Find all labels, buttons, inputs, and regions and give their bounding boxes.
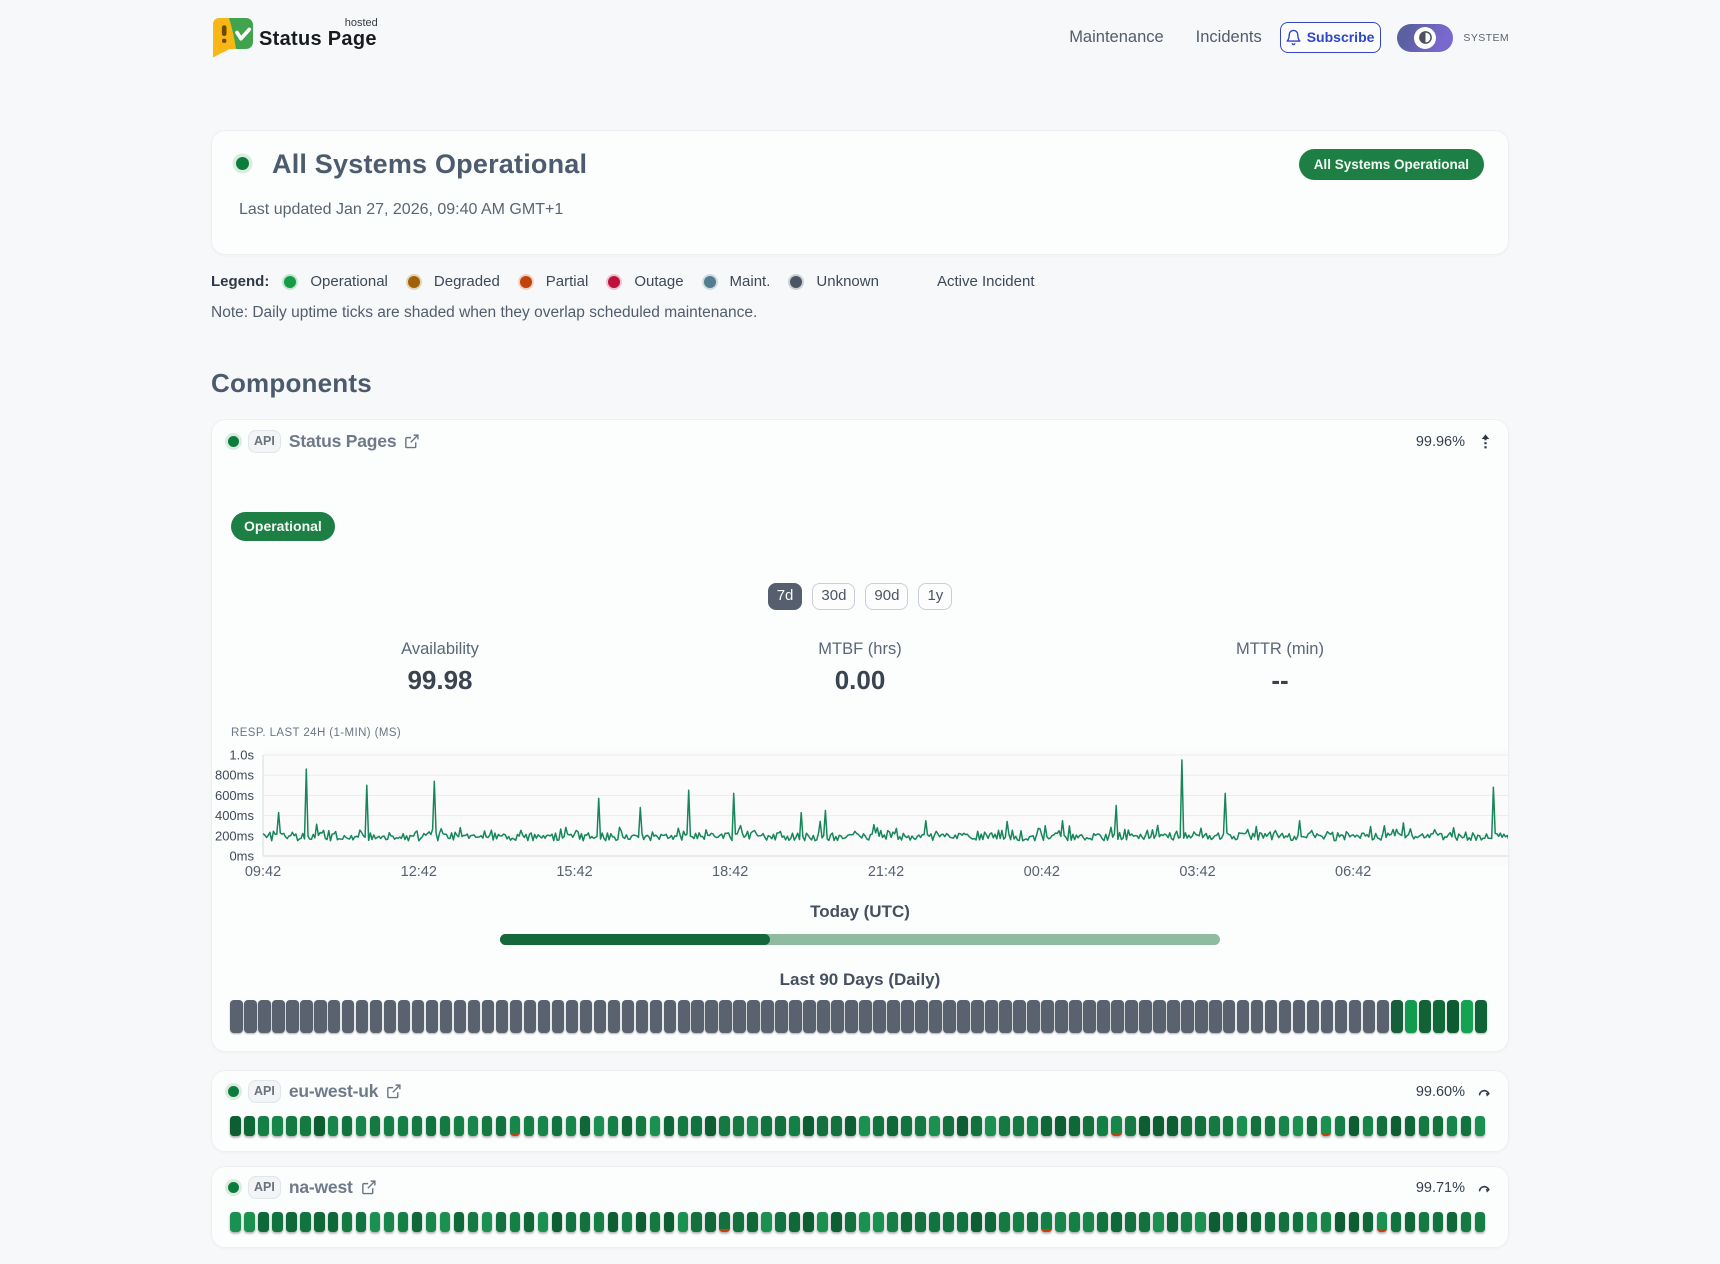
svg-text:800ms: 800ms [215,768,255,783]
svg-text:15:42: 15:42 [556,864,592,880]
svg-text:1.0s: 1.0s [229,748,254,763]
svg-text:200ms: 200ms [215,828,255,843]
svg-text:600ms: 600ms [215,788,255,803]
svg-text:400ms: 400ms [215,808,255,823]
svg-text:00:42: 00:42 [1024,864,1060,880]
svg-text:03:42: 03:42 [1179,864,1215,880]
svg-text:0ms: 0ms [229,849,254,864]
svg-text:21:42: 21:42 [868,864,904,880]
svg-text:06:42: 06:42 [1335,864,1371,880]
svg-text:12:42: 12:42 [401,864,437,880]
svg-text:09:42: 09:42 [245,864,281,880]
svg-text:18:42: 18:42 [712,864,748,880]
